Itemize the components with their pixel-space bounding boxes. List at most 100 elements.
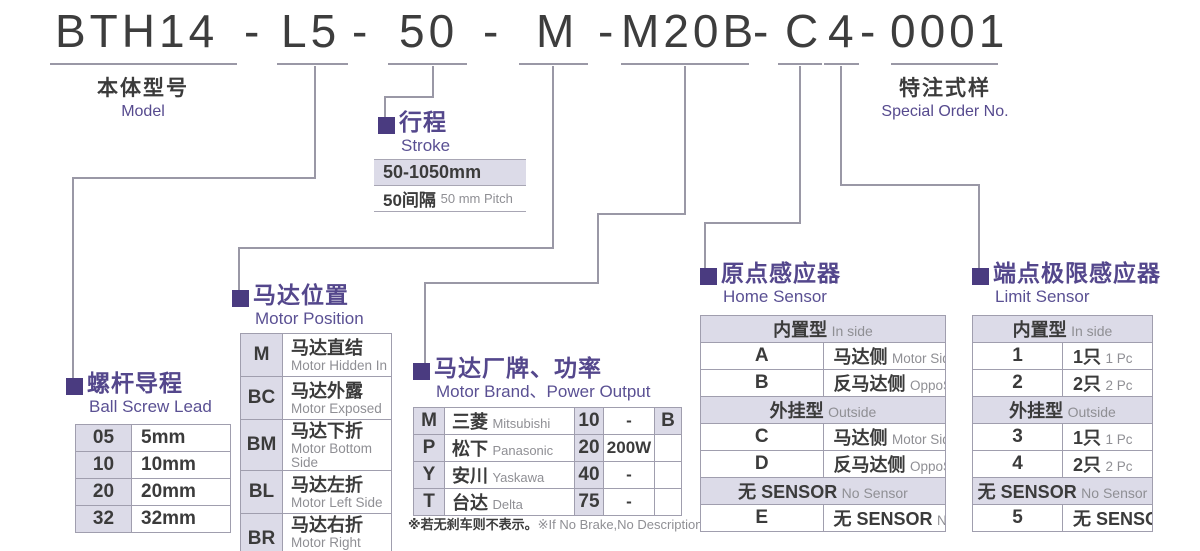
sensor-code: 2 <box>972 369 1063 397</box>
sensor-code: C <box>700 423 824 451</box>
table-row: BR 马达右折 Motor Right Side <box>240 513 392 551</box>
subheader: 内置型 In side <box>972 315 1153 343</box>
lead-code: 10 <box>75 451 132 479</box>
section-square-icon <box>972 268 989 285</box>
connector-line <box>552 66 554 249</box>
sensor-value: 反马达侧 OppoSite Motor Side <box>822 369 946 397</box>
sensor-value: 1只 1 Pc <box>1062 423 1153 451</box>
sensor-value: 反马达侧 OppoSite Motor Side <box>822 450 946 478</box>
sensor-value: 2只 2 Pc <box>1062 450 1153 478</box>
sensor-code: 4 <box>972 450 1063 478</box>
underline-position <box>519 63 588 65</box>
model-separator: - <box>753 5 773 57</box>
stroke-pitch-zh: 50间隔 <box>383 191 436 210</box>
brake-cell-empty <box>654 488 682 516</box>
connector-line <box>799 66 801 224</box>
table-row: D 反马达侧 OppoSite Motor Side <box>700 450 946 478</box>
table-row: 20 20mm <box>75 478 231 506</box>
underline-body <box>50 63 237 65</box>
subheader: 无 SENSOR No Sensor <box>972 477 1153 505</box>
ball-screw-lead-table: 05 5mm 10 10mm 20 20mm 32 32mm <box>75 424 231 533</box>
section-square-icon <box>66 378 83 395</box>
lead-value: 20mm <box>131 478 231 506</box>
lead-value: 10mm <box>131 451 231 479</box>
table-subheader-row: 内置型 In side <box>972 315 1153 343</box>
special-order-label-zh: 特注式样 <box>899 77 991 100</box>
connector-line <box>72 177 74 378</box>
model-segment-position: M <box>536 5 579 57</box>
table-subheader-row: 无 SENSOR No Sensor <box>972 477 1153 505</box>
table-subheader-row: 外挂型 Outside <box>700 396 946 424</box>
stroke-title-zh: 行程 <box>399 109 447 135</box>
brake-cell-empty <box>654 461 682 489</box>
model-label-en: Model <box>121 103 165 120</box>
position-code: BR <box>240 513 283 551</box>
connector-line <box>840 66 842 186</box>
motor-position-title-en: Motor Position <box>255 309 364 328</box>
limit-sensor-table: 内置型 In side 1 1只 1 Pc 2 2只 2 Pc 外挂型 Outs… <box>972 315 1153 532</box>
brake-code: B <box>654 407 682 435</box>
ball-screw-lead-title-en: Ball Screw Lead <box>89 397 212 416</box>
connector-line <box>384 96 434 98</box>
table-row: A 马达侧 Motor Side <box>700 342 946 370</box>
stroke-table: 50-1050mm 50间隔 50 mm Pitch <box>374 159 526 212</box>
stroke-title-en: Stroke <box>401 136 451 155</box>
connector-line <box>704 222 801 224</box>
table-row: T 台达 Delta 75 - <box>413 488 682 516</box>
subheader: 内置型 In side <box>700 315 946 343</box>
model-segment-lead: L5 <box>281 5 341 57</box>
table-row: 1 1只 1 Pc <box>972 342 1153 370</box>
sensor-value: 2只 2 Pc <box>1062 369 1153 397</box>
power-code: 10 <box>574 407 604 435</box>
sensor-value: 无 SENSOR No Sensor <box>822 504 946 532</box>
table-row: C 马达侧 Motor Side <box>700 423 946 451</box>
lead-code: 05 <box>75 424 132 452</box>
power-value: - <box>603 461 655 489</box>
underline-motor <box>621 63 749 65</box>
home-sensor-table: 内置型 In side A 马达侧 Motor Side B 反马达侧 Oppo… <box>700 315 946 532</box>
sensor-code: B <box>700 369 824 397</box>
brand-code: T <box>413 488 445 516</box>
table-row: BC 马达外露 Motor Exposed <box>240 376 392 420</box>
position-value: 马达右折 Motor Right Side <box>282 513 392 551</box>
brake-cell-empty <box>654 434 682 462</box>
brand-name: 三菱 Mitsubishi <box>444 407 575 435</box>
table-subheader-row: 无 SENSOR No Sensor <box>700 477 946 505</box>
sensor-value: 马达侧 Motor Side <box>822 423 946 451</box>
table-row: 10 10mm <box>75 451 231 479</box>
connector-line <box>238 247 240 290</box>
connector-line <box>424 282 426 363</box>
sensor-value: 无 SENSOR No Sensor <box>1062 504 1153 532</box>
connector-line <box>597 213 686 215</box>
model-segment-motor: M20B <box>621 5 758 57</box>
sensor-code: 1 <box>972 342 1063 370</box>
lead-code: 20 <box>75 478 132 506</box>
model-label: 本体型号 Model <box>63 72 223 121</box>
sensor-value: 马达侧 Motor Side <box>822 342 946 370</box>
brand-code: P <box>413 434 445 462</box>
model-segment-home-sensor: C <box>785 5 823 57</box>
position-code: BM <box>240 418 283 472</box>
sensor-code: A <box>700 342 824 370</box>
table-row: 4 2只 2 Pc <box>972 450 1153 478</box>
connector-line <box>314 66 316 177</box>
connector-line <box>72 177 316 179</box>
home-sensor-title-en: Home Sensor <box>723 287 827 306</box>
table-row: Y 安川 Yaskawa 40 - <box>413 461 682 489</box>
power-value: 200W <box>603 434 655 462</box>
model-separator: - <box>860 5 880 57</box>
model-segment-body: BTH14 <box>55 5 219 57</box>
stroke-pitch-row: 50间隔 50 mm Pitch <box>374 186 526 212</box>
subheader: 外挂型 Outside <box>972 396 1153 424</box>
model-segment-limit-sensor: 4 <box>828 5 858 57</box>
limit-sensor-title-zh: 端点极限感应器 <box>993 260 1161 286</box>
brand-name: 松下 Panasonic <box>444 434 575 462</box>
connector-line <box>424 282 599 284</box>
position-value: 马达直结 Motor Hidden In <box>282 333 392 377</box>
position-value: 马达左折 Motor Left Side <box>282 470 392 515</box>
power-code: 20 <box>574 434 604 462</box>
table-row: B 反马达侧 OppoSite Motor Side <box>700 369 946 397</box>
connector-line <box>978 184 980 268</box>
model-segment-special: 0001 <box>890 5 1009 57</box>
table-row: BL 马达左折 Motor Left Side <box>240 470 392 515</box>
